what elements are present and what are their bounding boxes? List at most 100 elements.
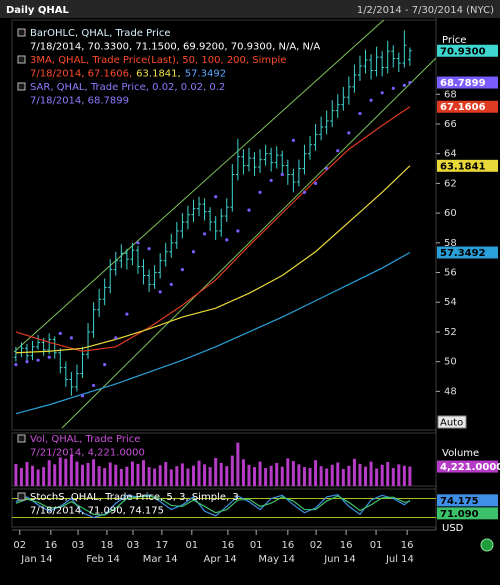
legend-toggle[interactable]: [17, 28, 26, 37]
sar-dot: [103, 363, 107, 367]
scale-mode: Auto: [440, 418, 463, 429]
sar-dot: [147, 247, 151, 251]
volume-bar: [264, 468, 268, 486]
sar-dot: [236, 229, 240, 233]
volume-bar: [369, 461, 373, 486]
legend-text: 7/21/2014, 4,221.0000: [30, 448, 145, 459]
volume-bar: [97, 466, 101, 486]
volume-bar: [53, 464, 57, 486]
panel: [11, 19, 437, 431]
volume-bar: [164, 462, 168, 486]
volume-bar: [291, 461, 295, 486]
legend-line: 7/18/2014, 68.7899: [30, 96, 129, 107]
volume-bar: [408, 466, 412, 486]
legend-text: 7/18/2014, 71.090, 74.175: [30, 506, 164, 517]
series-line: [15, 165, 411, 354]
legend-toggle[interactable]: [17, 492, 26, 501]
last-value-label: 63.1841: [440, 161, 486, 172]
chart-title: Daily QHAL: [6, 5, 70, 16]
volume-bar: [130, 461, 134, 486]
volume-bar: [80, 464, 84, 486]
last-value-box: [437, 494, 498, 507]
y-tick-label: 54: [444, 297, 457, 308]
x-month-label: May 14: [258, 554, 295, 565]
x-tick-label: 01: [370, 540, 383, 551]
series-line: [15, 495, 411, 516]
sar-dot: [114, 336, 118, 340]
x-tick-label: 17: [155, 540, 168, 551]
sar-dot: [258, 190, 262, 194]
x-tick-label: 02: [13, 540, 26, 551]
last-value-box: [437, 159, 498, 172]
legend-line: StochS, QHAL, Trade Price, 5, 3, Simple,…: [30, 492, 239, 503]
volume-bar: [147, 467, 151, 486]
legend-toggle[interactable]: [17, 82, 26, 91]
volume-bar: [386, 462, 390, 486]
y-tick-label: 64: [444, 149, 457, 160]
y-tick-label: 60: [444, 208, 457, 219]
volume-bar: [75, 461, 79, 486]
last-value-label: 57.3492: [440, 248, 486, 259]
volume-bar: [153, 468, 157, 486]
legend-line: 7/21/2014, 4,221.0000: [30, 448, 145, 459]
volume-bar: [347, 465, 351, 486]
volume-bar: [241, 459, 245, 486]
x-month-label: Apr 14: [204, 554, 237, 565]
sar-dot: [36, 358, 40, 362]
last-value-label: 67.1606: [440, 102, 486, 113]
y-tick-label: 62: [444, 178, 457, 189]
volume-bar: [108, 462, 112, 486]
volume-bar: [180, 463, 184, 486]
x-month-label: Jun 14: [323, 554, 356, 565]
legend-line: 3MA, QHAL, Trade Price(Last), 50, 100, 2…: [30, 55, 286, 66]
volume-bar: [203, 464, 207, 486]
volume-bar: [380, 464, 384, 486]
y-tick-label: 52: [444, 327, 457, 338]
volume-bar: [336, 462, 340, 486]
volume-bar: [358, 463, 362, 486]
volume-bar: [375, 468, 379, 486]
volume-bar: [352, 458, 356, 486]
volume-bar: [330, 464, 334, 486]
volume-bar: [253, 467, 257, 486]
status-indicator[interactable]: [480, 538, 494, 552]
last-value-box: [437, 246, 498, 259]
sar-dot: [280, 172, 284, 177]
volume-bar: [286, 458, 290, 486]
x-tick-label: 01: [185, 540, 198, 551]
last-value-box: [437, 460, 498, 473]
sar-dot: [369, 98, 373, 102]
volume-bar: [402, 465, 406, 486]
legend-toggle[interactable]: [17, 434, 26, 443]
sar-dot: [247, 208, 251, 212]
volume-bar: [325, 468, 329, 486]
x-tick-label: 16: [44, 540, 57, 551]
sar-dot: [158, 290, 162, 294]
legend-text: 3MA, QHAL, Trade Price(Last), 50, 100, 2…: [30, 55, 286, 66]
x-tick-label: 16: [340, 540, 353, 551]
y-tick-label: 58: [444, 238, 457, 249]
x-tick-label: 16: [281, 540, 294, 551]
legend-line: 7/18/2014, 70.3300, 71.1500, 69.9200, 70…: [30, 42, 320, 53]
y-tick-label: 68: [444, 89, 457, 100]
volume-bar: [58, 457, 62, 486]
volume-bar: [302, 467, 306, 486]
volume-bar: [36, 469, 40, 486]
sar-dot: [313, 181, 318, 186]
sar-dot: [125, 312, 129, 316]
legend-text: BarOHLC, QHAL, Trade Price: [30, 28, 171, 39]
volume-bar: [92, 459, 96, 486]
sar-dot: [47, 355, 51, 359]
sar-dot: [202, 232, 207, 236]
volume-bar: [19, 468, 23, 486]
sar-dot: [136, 241, 140, 245]
legend-text: StochS, QHAL, Trade Price, 5, 3, Simple,…: [30, 492, 239, 503]
sar-dot: [180, 267, 184, 272]
legend-line: 7/18/2014, 67.1606, 63.1841, 57.3492: [30, 69, 226, 80]
sar-dot: [408, 80, 412, 85]
sar-dot: [14, 363, 18, 367]
volume-bar: [214, 457, 218, 486]
legend-toggle[interactable]: [17, 55, 26, 64]
axis-label: Price: [442, 35, 466, 46]
